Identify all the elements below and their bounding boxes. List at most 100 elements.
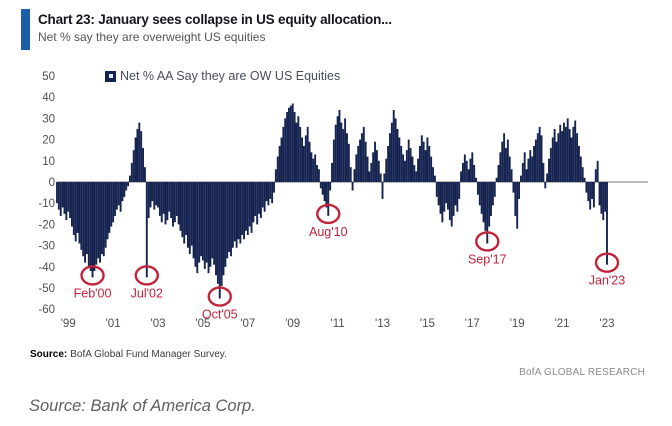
bar (218, 182, 221, 299)
x-tick-label: '11 (331, 318, 345, 330)
bar (510, 169, 513, 182)
y-tick-label: -60 (38, 304, 55, 316)
bar (329, 182, 332, 191)
bar (67, 182, 70, 212)
bar (458, 182, 461, 199)
bar (366, 156, 369, 182)
bar (57, 182, 60, 210)
bar (299, 126, 302, 182)
bar (134, 137, 137, 182)
x-tick-label: '05 (195, 318, 210, 330)
bar (321, 182, 324, 195)
bar (213, 182, 216, 265)
y-tick-label: 0 (49, 177, 55, 189)
bar (463, 154, 466, 182)
bar (130, 162, 133, 182)
bar (462, 162, 464, 182)
bar (158, 182, 161, 216)
bar (428, 145, 431, 182)
bar (306, 126, 309, 182)
bar (351, 182, 354, 191)
y-tick-label: -20 (38, 219, 55, 231)
y-tick-label: 10 (42, 156, 55, 168)
bar (390, 122, 393, 182)
bar (486, 182, 489, 244)
bar (194, 182, 197, 267)
bar (102, 182, 105, 257)
bar (153, 182, 156, 210)
bar (93, 182, 96, 272)
bar (239, 182, 242, 244)
bar (280, 137, 283, 182)
bar (119, 182, 122, 212)
bar (143, 167, 146, 182)
bar (149, 182, 152, 208)
bar (82, 182, 85, 257)
bar (71, 182, 73, 227)
bar (175, 182, 178, 216)
bar (604, 182, 607, 212)
bar (97, 182, 100, 259)
bar (190, 182, 193, 246)
annotation-circle (134, 265, 159, 286)
bar (527, 158, 530, 182)
bar (520, 175, 522, 182)
bar (95, 182, 98, 265)
bar (475, 177, 477, 182)
bar (87, 182, 90, 267)
bar (160, 182, 163, 223)
bar (267, 182, 270, 206)
bar (583, 177, 586, 182)
bar (138, 122, 141, 182)
bar (566, 118, 569, 182)
annotation-label: Jul'02 (131, 286, 163, 300)
bar (332, 139, 335, 182)
y-tick-label: -30 (38, 241, 55, 253)
bar (394, 118, 397, 182)
bar (491, 182, 494, 206)
bar (347, 143, 350, 182)
bar (553, 129, 556, 182)
bar (534, 139, 537, 182)
bar (250, 182, 253, 233)
annotation-label: Jan'23 (589, 274, 625, 288)
bar (140, 131, 143, 182)
bar (76, 182, 79, 233)
bar (495, 177, 498, 182)
bar (157, 182, 159, 208)
bar (411, 156, 414, 182)
bar (196, 182, 199, 274)
bar (529, 150, 532, 182)
x-tick-label: '01 (106, 318, 121, 330)
bar (508, 156, 511, 182)
bar (230, 182, 232, 257)
bar (132, 150, 135, 182)
bar (151, 182, 154, 202)
x-tick-label: '13 (375, 318, 390, 330)
annotation-circle (207, 286, 232, 307)
source-text: BofA Global Fund Manager Survey. (70, 349, 227, 360)
bar (216, 182, 219, 284)
bar (484, 182, 487, 231)
bar (370, 162, 373, 182)
bar (319, 182, 322, 189)
bar (301, 137, 304, 182)
annotation-circle (594, 252, 620, 273)
bar (385, 158, 388, 182)
bar (602, 182, 605, 221)
bar (112, 182, 115, 223)
bar (512, 182, 515, 193)
bar (349, 167, 352, 182)
bar (441, 182, 444, 223)
bar (110, 182, 113, 227)
bar (557, 133, 560, 182)
x-tick-label: '21 (555, 318, 570, 330)
bar (503, 133, 506, 182)
bar (282, 126, 285, 182)
bar (579, 156, 582, 182)
bar (525, 169, 528, 182)
bar (78, 182, 81, 244)
bar (471, 152, 474, 182)
bar (91, 182, 94, 278)
